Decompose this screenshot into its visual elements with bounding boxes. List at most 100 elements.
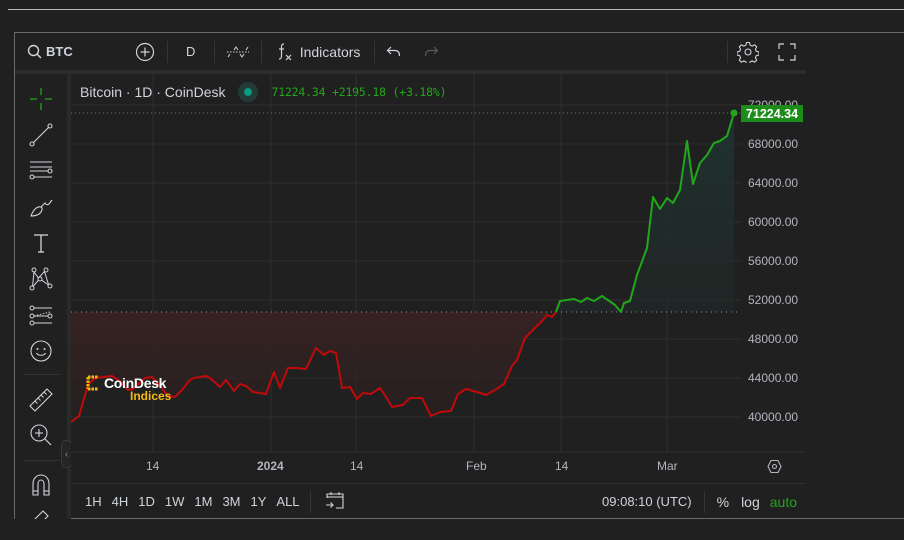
fullscreen-icon — [778, 42, 796, 61]
price-label: 68000.00 — [748, 137, 799, 151]
bottom-divider — [703, 490, 705, 513]
indicators-fx-icon — [278, 42, 292, 60]
toolbar-divider — [213, 40, 215, 63]
forecast-tool[interactable] — [26, 300, 56, 330]
range-1w[interactable]: 1W — [164, 494, 185, 509]
chart-type-button[interactable] — [215, 33, 261, 70]
text-icon — [34, 234, 48, 253]
ruler-tool[interactable] — [26, 385, 56, 415]
price-label: 60000.00 — [748, 215, 799, 229]
price-label: 44000.00 — [748, 371, 799, 385]
time-label: Mar — [657, 459, 678, 473]
watermark-sub: Indices — [130, 389, 172, 403]
coindesk-logo-icon — [86, 375, 98, 391]
auto-scale-toggle[interactable]: auto — [769, 493, 797, 510]
fib-retracement-icon — [29, 161, 53, 180]
time-label: 2024 — [257, 459, 284, 473]
zoom-in-tool[interactable] — [26, 420, 56, 450]
last-price-tag: 71224.34 — [741, 105, 803, 122]
trend-line-icon — [29, 123, 53, 147]
utc-clock[interactable]: 09:08:10 (UTC) — [602, 494, 692, 509]
range-all[interactable]: ALL — [276, 494, 300, 509]
chart-type-icon — [226, 45, 249, 58]
undo-icon — [387, 46, 401, 56]
trend-line-tool[interactable] — [26, 120, 56, 150]
symbol-search-button[interactable]: BTC — [27, 33, 73, 70]
percent-scale-toggle[interactable]: % — [716, 493, 730, 510]
toolbar-divider — [727, 40, 728, 63]
price-label: 48000.00 — [748, 332, 799, 346]
time-label: 14 — [146, 459, 160, 473]
pattern-tool[interactable] — [26, 264, 56, 294]
magnet-icon — [32, 474, 50, 496]
fullscreen-button[interactable] — [768, 33, 806, 70]
go-to-date-button[interactable] — [325, 490, 345, 513]
chart-legend: Bitcoin · 1D · CoinDesk 71224.34 +2195.1… — [80, 82, 447, 102]
price-label: 40000.00 — [748, 410, 799, 424]
toolbar-divider — [166, 40, 168, 63]
bottom-bar-divider — [71, 483, 806, 484]
log-scale-toggle[interactable]: log — [741, 493, 760, 510]
calendar-goto-icon — [325, 492, 344, 509]
top-toolbar: BTC D Indicators — [15, 33, 806, 70]
watermark-brand: CoinDesk — [104, 375, 167, 391]
crosshair-icon — [30, 88, 52, 110]
range-1d[interactable]: 1D — [138, 494, 155, 509]
settings-button[interactable] — [728, 33, 768, 70]
chevron-left-icon: ‹ — [64, 448, 69, 460]
chart-widget-frame — [14, 32, 904, 519]
range-3m[interactable]: 3M — [222, 494, 241, 509]
axis-settings-button[interactable] — [767, 459, 782, 479]
emoji-icon — [30, 340, 52, 362]
time-label: Feb — [466, 459, 487, 473]
ruler-icon — [29, 388, 53, 412]
drawing-toolbar-border — [67, 74, 71, 519]
tool-divider — [23, 374, 59, 375]
forecast-icon — [29, 305, 53, 326]
brush-tool[interactable] — [26, 192, 56, 222]
brush-icon — [30, 199, 53, 217]
toolbar-divider — [260, 40, 262, 63]
range-1y[interactable]: 1Y — [250, 494, 267, 509]
price-label: 56000.00 — [748, 254, 799, 268]
bottom-bar: 1H 4H 1D 1W 1M 3M 1Y ALL 09:08:10 (UTC) … — [71, 484, 806, 519]
emoji-tool[interactable] — [26, 336, 56, 366]
legend-values: 71224.34 +2195.18 (+3.18%) — [271, 85, 447, 99]
window-top-rule — [8, 9, 904, 10]
bottom-divider — [309, 490, 311, 513]
legend-title[interactable]: Bitcoin · 1D · CoinDesk — [80, 84, 226, 100]
range-4h[interactable]: 4H — [111, 494, 129, 509]
price-label: 64000.00 — [748, 176, 799, 190]
symbol-label: BTC — [46, 44, 73, 59]
price-chart — [71, 74, 806, 453]
text-tool[interactable] — [26, 228, 56, 258]
coindesk-indices-watermark: CoinDesk Indices — [86, 375, 171, 403]
fib-retracement-tool[interactable] — [26, 156, 56, 186]
chart-pane[interactable]: CoinDesk Indices — [71, 74, 806, 484]
range-1h[interactable]: 1H — [85, 494, 102, 509]
eraser-icon — [34, 510, 49, 519]
drawing-toolbar — [15, 74, 67, 519]
crosshair-tool[interactable] — [26, 84, 56, 114]
settings-gear-icon — [737, 41, 759, 63]
eraser-tool[interactable] — [26, 503, 56, 519]
toolbar-separator-strip — [15, 70, 806, 74]
redo-button[interactable] — [413, 33, 449, 70]
status-dot-icon — [243, 88, 252, 96]
magnet-tool[interactable] — [26, 470, 56, 500]
add-compare-icon — [135, 42, 154, 61]
price-label: 72000.00 — [748, 98, 798, 106]
time-label: 14 — [350, 459, 364, 473]
compare-symbol-button[interactable] — [127, 33, 163, 70]
interval-button[interactable]: D — [186, 44, 196, 59]
hexagon-settings-icon — [767, 459, 782, 474]
undo-button[interactable] — [375, 33, 413, 70]
indicators-label: Indicators — [299, 43, 361, 60]
zoom-in-icon — [30, 424, 52, 446]
search-icon — [27, 44, 42, 59]
range-1m[interactable]: 1M — [194, 494, 213, 509]
toolbar-divider — [374, 40, 376, 63]
market-status-indicator[interactable] — [237, 82, 258, 102]
tool-divider — [23, 460, 59, 461]
indicators-button[interactable]: Indicators — [276, 33, 361, 70]
